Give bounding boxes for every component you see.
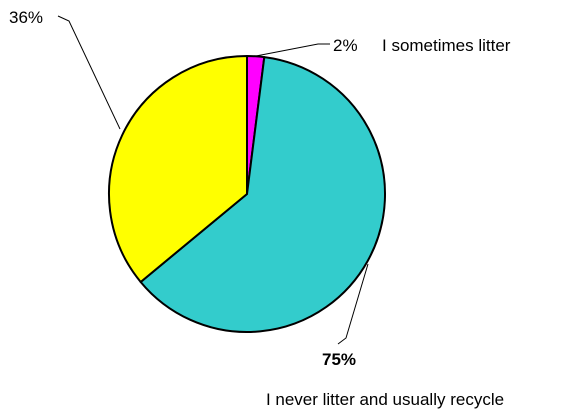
slice-category-label-sometimes-litter: I sometimes litter (382, 36, 511, 55)
pie-slice-yellow (108, 55, 248, 283)
leader-line-sometimes-litter (255, 43, 330, 57)
pie-slice-never-litter (139, 56, 386, 333)
slice-value-label-sometimes-litter: 2% (333, 36, 358, 55)
leader-line-yellow (57, 15, 121, 130)
slice-category-label-never-litter: I never litter and usually recycle (266, 390, 504, 409)
slice-value-label-never-litter: 75% (322, 350, 356, 369)
slice-value-label-yellow: 36% (9, 8, 43, 27)
leader-line-never-litter (337, 263, 369, 345)
pie-slices (108, 55, 386, 333)
leader-lines (57, 15, 369, 345)
